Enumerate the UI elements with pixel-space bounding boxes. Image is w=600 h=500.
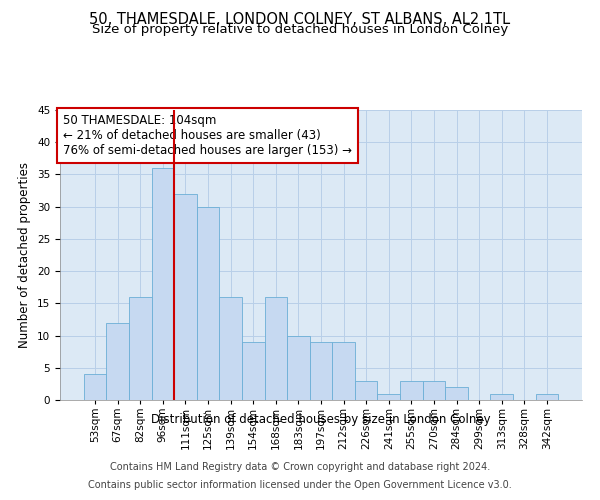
- Bar: [84, 374, 106, 400]
- Text: Size of property relative to detached houses in London Colney: Size of property relative to detached ho…: [92, 22, 508, 36]
- Text: Distribution of detached houses by size in London Colney: Distribution of detached houses by size …: [151, 412, 491, 426]
- Bar: [129, 297, 152, 400]
- Bar: [400, 380, 422, 400]
- Bar: [445, 387, 468, 400]
- Text: 50 THAMESDALE: 104sqm
← 21% of detached houses are smaller (43)
76% of semi-deta: 50 THAMESDALE: 104sqm ← 21% of detached …: [62, 114, 352, 158]
- Text: Contains public sector information licensed under the Open Government Licence v3: Contains public sector information licen…: [88, 480, 512, 490]
- Bar: [536, 394, 558, 400]
- Y-axis label: Number of detached properties: Number of detached properties: [19, 162, 31, 348]
- Bar: [332, 342, 355, 400]
- Bar: [355, 380, 377, 400]
- Bar: [197, 206, 220, 400]
- Text: 50, THAMESDALE, LONDON COLNEY, ST ALBANS, AL2 1TL: 50, THAMESDALE, LONDON COLNEY, ST ALBANS…: [89, 12, 511, 28]
- Bar: [422, 380, 445, 400]
- Bar: [106, 322, 129, 400]
- Bar: [220, 297, 242, 400]
- Bar: [310, 342, 332, 400]
- Bar: [377, 394, 400, 400]
- Bar: [287, 336, 310, 400]
- Bar: [152, 168, 174, 400]
- Bar: [490, 394, 513, 400]
- Text: Contains HM Land Registry data © Crown copyright and database right 2024.: Contains HM Land Registry data © Crown c…: [110, 462, 490, 472]
- Bar: [265, 297, 287, 400]
- Bar: [242, 342, 265, 400]
- Bar: [174, 194, 197, 400]
